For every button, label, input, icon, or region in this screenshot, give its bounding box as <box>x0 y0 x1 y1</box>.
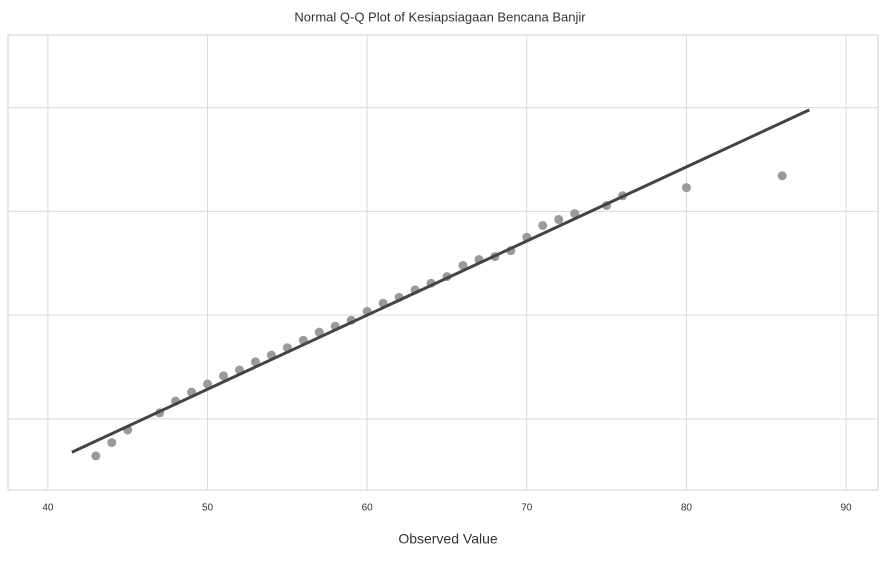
point <box>538 220 548 230</box>
chart-title: Normal Q-Q Plot of Kesiapsiagaan Bencana… <box>294 9 586 24</box>
reference-line <box>71 108 810 454</box>
x-tick-label: 80 <box>681 503 693 514</box>
point <box>219 371 229 381</box>
x-axis-label: Observed Value <box>398 531 498 547</box>
point <box>681 183 691 193</box>
point <box>554 215 564 225</box>
plot-area <box>7 34 879 491</box>
point <box>777 171 787 181</box>
x-tick-label: 40 <box>42 503 54 514</box>
point <box>107 438 117 448</box>
x-tick-label: 60 <box>362 503 374 514</box>
point <box>570 209 580 219</box>
point <box>314 327 324 337</box>
point <box>203 379 213 389</box>
point <box>91 451 101 461</box>
x-tick-label: 90 <box>841 503 853 514</box>
point <box>250 357 260 367</box>
x-tick-label: 70 <box>521 503 533 514</box>
point <box>458 260 468 270</box>
x-tick-label: 50 <box>202 503 214 514</box>
